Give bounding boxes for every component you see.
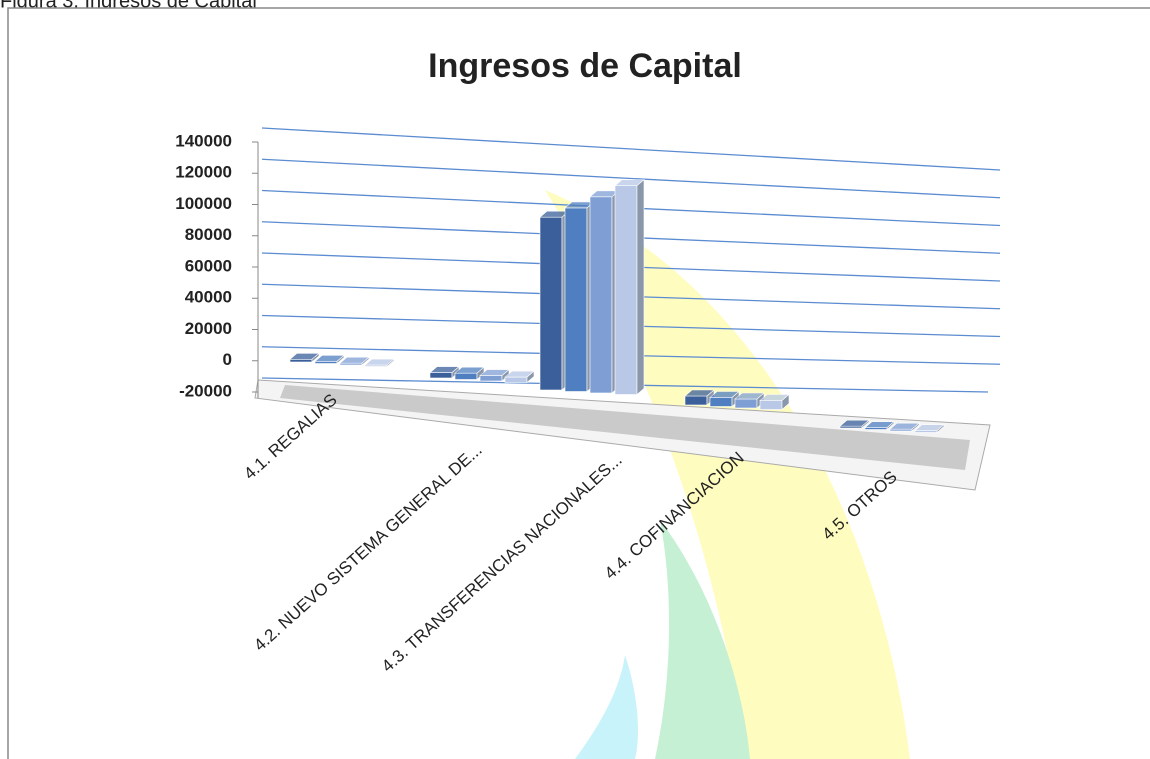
- y-tick-label: 100000: [175, 194, 232, 213]
- bar-side: [636, 179, 645, 396]
- bar-front: [314, 361, 338, 364]
- bar-front: [734, 398, 758, 409]
- y-tick-label: 20000: [185, 319, 232, 338]
- bar: [589, 190, 620, 394]
- bar: [364, 358, 395, 368]
- bar: [914, 424, 945, 434]
- bar-front: [429, 372, 453, 379]
- bar-front: [479, 375, 503, 382]
- bar: [759, 393, 790, 411]
- bar-side: [781, 393, 790, 411]
- bar: [479, 368, 510, 382]
- bar-front: [614, 185, 638, 395]
- bar-front: [454, 372, 478, 380]
- bar-side: [886, 421, 895, 431]
- y-tick-label: 60000: [185, 256, 232, 275]
- y-tick-label: 0: [223, 350, 232, 369]
- bar-front: [709, 397, 733, 407]
- y-tick-label: 80000: [185, 225, 232, 244]
- bar: [339, 356, 370, 366]
- bar-front: [564, 207, 588, 392]
- bar-front: [684, 395, 708, 406]
- bar-front: [759, 400, 783, 410]
- grid-line: [261, 158, 1001, 199]
- bar-side: [386, 358, 395, 368]
- y-tick-label: -20000: [179, 381, 232, 400]
- bar-side: [911, 422, 920, 432]
- grid-line: [261, 127, 1001, 171]
- bar: [864, 421, 895, 431]
- floor-strip: [280, 385, 970, 470]
- decoration: [655, 520, 750, 759]
- decoration: [575, 655, 638, 759]
- bar: [289, 352, 320, 363]
- bar: [614, 179, 645, 396]
- bar-front: [289, 358, 313, 363]
- bar: [454, 366, 485, 381]
- bar-side: [336, 354, 345, 365]
- bar-side: [526, 370, 535, 384]
- bar-side: [361, 356, 370, 366]
- bar-front: [589, 196, 613, 394]
- bar: [539, 210, 570, 391]
- y-tick-label: 140000: [175, 131, 232, 150]
- chart-title: Ingresos de Capital: [428, 47, 742, 85]
- bar-side: [936, 424, 945, 434]
- y-tick-label: 120000: [175, 163, 232, 182]
- y-tick-label: 40000: [185, 288, 232, 307]
- bar-front: [504, 376, 528, 383]
- bar-side: [311, 352, 320, 363]
- bar-side: [861, 419, 870, 429]
- bar-front: [539, 216, 563, 391]
- bar: [889, 422, 920, 432]
- bar: [504, 370, 535, 384]
- bar: [314, 354, 345, 365]
- bar: [429, 365, 460, 379]
- bar: [564, 201, 595, 393]
- bar: [839, 419, 870, 429]
